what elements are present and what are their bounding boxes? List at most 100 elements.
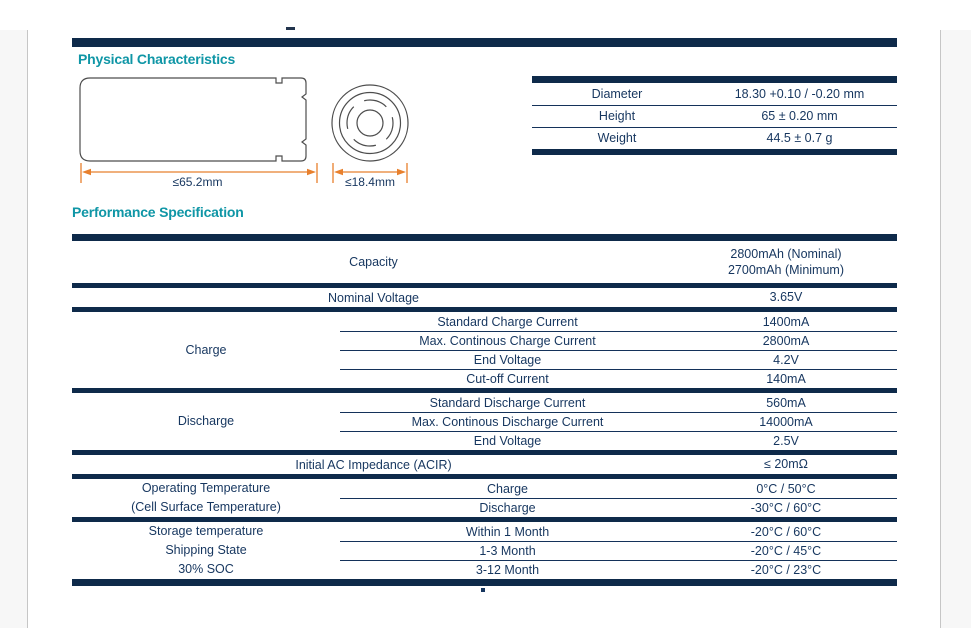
- capacity-nominal: 2800mAh (Nominal): [730, 246, 842, 261]
- row-value: 1400mA: [762, 314, 810, 329]
- table-row: Charge 0°C / 50°C: [340, 479, 897, 498]
- row-value: 3.65V: [769, 290, 803, 305]
- storage-temperature-group: Storage temperature Shipping State 30% S…: [72, 522, 897, 579]
- dimension-arrowheads: [82, 168, 406, 176]
- row-sublabel: End Voltage: [473, 434, 542, 448]
- row-value: -20°C / 23°C: [750, 563, 822, 577]
- row-value: 2800mAh (Nominal) 2700mAh (Minimum): [675, 246, 897, 279]
- table-bottom-bar: [532, 148, 897, 155]
- group-rows: Standard Discharge Current 560mA Max. Co…: [340, 393, 897, 450]
- row-label: Height: [598, 109, 636, 123]
- row-sublabel: Max. Continous Charge Current: [419, 334, 596, 348]
- group-label-line1: Storage temperature: [148, 524, 264, 538]
- row-value: -20°C / 45°C: [750, 544, 822, 558]
- table-row: 1-3 Month -20°C / 45°C: [340, 541, 897, 560]
- group-label-line2: (Cell Surface Temperature): [131, 500, 281, 514]
- dimension-lines: [80, 163, 408, 183]
- row-value: -30°C / 60°C: [750, 501, 822, 515]
- group-label-line2: Shipping State: [165, 543, 247, 557]
- cell-side-view-outline: [79, 77, 307, 162]
- table-row: Cut-off Current 140mA: [340, 369, 897, 388]
- table-row: End Voltage 2.5V: [340, 431, 897, 450]
- table-row: Within 1 Month -20°C / 60°C: [340, 522, 897, 541]
- physical-characteristics-table: Diameter 18.30 +0.10 / -0.20 mm Height 6…: [532, 76, 897, 155]
- row-value: 140mA: [766, 372, 806, 386]
- group-separator-bar: [72, 517, 897, 522]
- page-margin-right: [940, 30, 971, 628]
- row-value: ≤ 20mΩ: [764, 457, 808, 472]
- row-value: 560mA: [766, 395, 806, 410]
- physical-characteristics-heading: Physical Characteristics: [78, 51, 236, 67]
- row-label: Initial AC Impedance (ACIR): [295, 457, 452, 472]
- row-value: 18.30 +0.10 / -0.20 mm: [734, 86, 865, 101]
- table-row: Discharge -30°C / 60°C: [340, 498, 897, 517]
- row-value: 65 ± 0.20 mm: [761, 109, 838, 123]
- discharge-group: Discharge Standard Discharge Current 560…: [72, 393, 897, 450]
- group-label-line1: Operating Temperature: [141, 481, 271, 495]
- table-row: 3-12 Month -20°C / 23°C: [340, 560, 897, 579]
- row-value: 2.5V: [773, 434, 799, 448]
- charge-group: Charge Standard Charge Current 1400mA Ma…: [72, 312, 897, 388]
- table-row: Height 65 ± 0.20 mm: [532, 104, 897, 127]
- group-separator-bar: [72, 283, 897, 288]
- group-label: Storage temperature Shipping State 30% S…: [72, 522, 340, 579]
- table-top-bar: [532, 76, 897, 83]
- row-sublabel: End Voltage: [473, 353, 542, 367]
- row-label: Capacity: [349, 255, 398, 269]
- row-sublabel: Max. Continous Discharge Current: [411, 415, 604, 429]
- group-rows: Standard Charge Current 1400mA Max. Cont…: [340, 312, 897, 388]
- row-value: 4.2V: [773, 353, 799, 367]
- page-margin-left: [0, 30, 28, 628]
- performance-specification-table: Capacity 2800mAh (Nominal) 2700mAh (Mini…: [72, 234, 897, 586]
- table-row: End Voltage 4.2V: [340, 350, 897, 369]
- row-label: Diameter: [591, 86, 643, 101]
- table-top-bar: [72, 234, 897, 241]
- capacity-minimum: 2700mAh (Minimum): [727, 263, 844, 277]
- row-sublabel: Within 1 Month: [465, 524, 550, 539]
- row-label: Weight: [597, 131, 637, 145]
- row-value: 0°C / 50°C: [756, 481, 816, 496]
- row-value: 14000mA: [759, 415, 813, 429]
- row-value: 44.5 ± 0.7 g: [766, 131, 833, 145]
- row-sublabel: Discharge: [479, 501, 536, 515]
- row-label: Nominal Voltage: [327, 290, 420, 305]
- table-row: Standard Discharge Current 560mA: [340, 393, 897, 412]
- table-row: Max. Continous Charge Current 2800mA: [340, 331, 897, 350]
- group-rows: Charge 0°C / 50°C Discharge -30°C / 60°C: [340, 479, 897, 517]
- table-bottom-bar: [72, 579, 897, 586]
- group-separator-bar: [72, 388, 897, 393]
- battery-diagram: [79, 77, 409, 183]
- page-footer-dot-mark: [481, 588, 485, 592]
- cell-diameter-dimension-label: ≤18.4mm: [345, 175, 395, 189]
- nominal-voltage-row: Nominal Voltage 3.65V: [72, 288, 897, 307]
- row-sublabel: Cut-off Current: [466, 372, 549, 386]
- group-label: Operating Temperature (Cell Surface Temp…: [72, 479, 340, 517]
- row-sublabel: Standard Discharge Current: [429, 395, 586, 410]
- table-row: Standard Charge Current 1400mA: [340, 312, 897, 331]
- operating-temperature-group: Operating Temperature (Cell Surface Temp…: [72, 479, 897, 517]
- row-sublabel: 3-12 Month: [475, 563, 540, 577]
- row-sublabel: Standard Charge Current: [437, 314, 578, 329]
- row-value: -20°C / 60°C: [750, 524, 822, 539]
- performance-specification-heading: Performance Specification: [72, 204, 244, 220]
- group-separator-bar: [72, 307, 897, 312]
- cell-length-dimension-label: ≤65.2mm: [172, 175, 223, 189]
- row-sublabel: 1-3 Month: [479, 544, 536, 558]
- group-separator-bar: [72, 474, 897, 479]
- row-sublabel: Charge: [487, 481, 528, 496]
- table-row: Diameter 18.30 +0.10 / -0.20 mm: [532, 83, 897, 105]
- table-row: Max. Continous Discharge Current 14000mA: [340, 412, 897, 431]
- group-label: Discharge: [177, 414, 235, 428]
- group-label-line3: 30% SOC: [178, 562, 234, 576]
- top-divider-bar: [72, 38, 897, 47]
- group-separator-bar: [72, 450, 897, 455]
- cell-top-view-terminal: [331, 84, 409, 162]
- table-row: Weight 44.5 ± 0.7 g: [532, 126, 897, 149]
- group-label: Charge: [185, 342, 227, 357]
- capacity-row: Capacity 2800mAh (Nominal) 2700mAh (Mini…: [72, 241, 897, 283]
- group-rows: Within 1 Month -20°C / 60°C 1-3 Month -2…: [340, 522, 897, 579]
- acir-row: Initial AC Impedance (ACIR) ≤ 20mΩ: [72, 455, 897, 474]
- page-break-dash-mark: [286, 27, 295, 30]
- row-value: 2800mA: [762, 334, 810, 348]
